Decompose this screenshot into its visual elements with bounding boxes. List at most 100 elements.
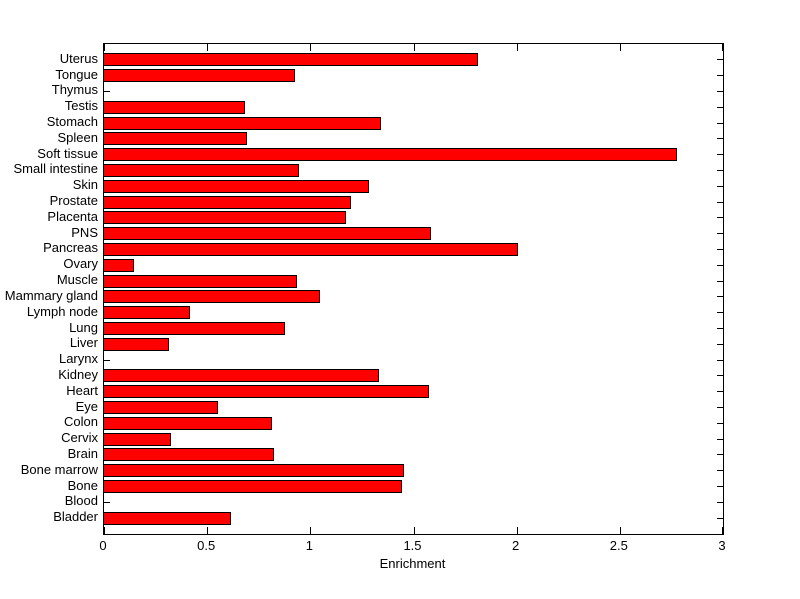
bar-skin — [104, 179, 369, 193]
y-tick-label: Colon — [64, 414, 98, 430]
x-axis-tick-bottom — [413, 527, 415, 534]
bar-uterus — [104, 53, 478, 67]
bar-small-intestine — [104, 163, 299, 177]
y-tick-label: Bone — [67, 477, 98, 493]
y-axis-tick-right — [717, 233, 723, 235]
x-axis-tick-bottom — [310, 527, 312, 534]
x-axis-tick-top — [413, 44, 415, 51]
y-axis-tick-right — [717, 185, 723, 187]
bar-tongue — [104, 69, 295, 83]
y-tick-label: Kidney — [58, 366, 98, 382]
bar-prostate — [104, 195, 351, 209]
x-tick-label: 1 — [305, 538, 313, 553]
bar-stomach — [104, 116, 381, 130]
y-tick-label: Uterus — [59, 50, 98, 66]
x-axis-tick-top — [516, 44, 518, 51]
y-axis-tick-right — [717, 422, 723, 424]
y-axis-tick-right — [717, 90, 723, 92]
y-tick-label: Testis — [64, 98, 98, 114]
y-tick-label: Mammary gland — [4, 287, 98, 303]
y-axis-tick-right — [717, 470, 723, 472]
y-tick-label: Placenta — [47, 208, 98, 224]
y-tick-label: Ovary — [63, 256, 98, 272]
x-axis-tick-bottom — [722, 527, 723, 534]
bar-pns — [104, 227, 431, 241]
y-axis-tick-right — [717, 264, 723, 266]
x-tick-label: 0.5 — [197, 538, 216, 553]
x-axis-tick-bottom — [207, 527, 209, 534]
y-axis-tick-right — [717, 122, 723, 124]
x-axis-title: Enrichment — [379, 556, 446, 571]
y-axis-tick-right — [717, 138, 723, 140]
x-tick-label: 1.5 — [403, 538, 422, 553]
y-tick-label: Heart — [66, 382, 98, 398]
y-axis-tick-right — [717, 75, 723, 77]
y-axis-tick-right — [717, 517, 723, 519]
y-tick-label: Spleen — [57, 129, 98, 145]
y-axis-tick-right — [717, 454, 723, 456]
y-tick-label: Lung — [69, 319, 98, 335]
bar-bone — [104, 480, 402, 494]
y-tick-label: Liver — [69, 335, 98, 351]
x-axis-tick-top — [104, 44, 105, 51]
y-tick-label: Muscle — [56, 272, 98, 288]
bar-colon — [104, 416, 272, 430]
x-tick-label: 3 — [718, 538, 726, 553]
y-axis-tick-right — [717, 106, 723, 108]
y-axis-tick-right — [717, 343, 723, 345]
x-axis-tick-bottom — [104, 527, 105, 534]
y-axis-tick-right — [717, 312, 723, 314]
bar-soft-tissue — [104, 148, 677, 162]
bar-placenta — [104, 211, 346, 225]
bar-cervix — [104, 432, 171, 446]
x-axis-tick-bottom — [516, 527, 518, 534]
y-tick-label: Larynx — [58, 351, 98, 367]
y-tick-label: Lymph node — [26, 303, 98, 319]
bar-testis — [104, 100, 245, 114]
x-tick-label: 0 — [99, 538, 107, 553]
y-axis-tick-right — [717, 201, 723, 203]
y-axis-tick-right — [717, 296, 723, 298]
bar-bone-marrow — [104, 464, 404, 478]
y-axis-tick-right — [717, 486, 723, 488]
y-axis-tick-right — [717, 59, 723, 61]
bar-muscle — [104, 274, 297, 288]
y-tick-label: Bladder — [53, 509, 98, 525]
y-tick-label: Prostate — [49, 193, 98, 209]
y-axis-tick-left — [104, 90, 110, 92]
bar-kidney — [104, 369, 379, 383]
y-tick-label: Thymus — [51, 82, 98, 98]
y-tick-label: Stomach — [46, 114, 98, 130]
y-axis-tick-right — [717, 280, 723, 282]
y-axis-tick-right — [717, 438, 723, 440]
bar-lymph-node — [104, 306, 190, 320]
y-axis-tick-right — [717, 169, 723, 171]
y-axis-tick-right — [717, 359, 723, 361]
y-tick-label: Small intestine — [13, 161, 98, 177]
bar-spleen — [104, 132, 247, 146]
x-axis-tick-bottom — [619, 527, 621, 534]
y-tick-label: Bone marrow — [20, 461, 98, 477]
bar-mammary-gland — [104, 290, 320, 304]
y-tick-label: Eye — [75, 398, 98, 414]
x-axis-tick-top — [207, 44, 209, 51]
y-axis-tick-right — [717, 154, 723, 156]
y-axis-tick-right — [717, 217, 723, 219]
y-axis-tick-right — [717, 248, 723, 250]
y-tick-label: Tongue — [55, 66, 98, 82]
bar-brain — [104, 448, 274, 462]
y-axis-tick-right — [717, 501, 723, 503]
y-axis-tick-right — [717, 391, 723, 393]
y-tick-label: PNS — [71, 224, 98, 240]
y-tick-label: Skin — [72, 177, 98, 193]
x-axis-tick-top — [722, 44, 723, 51]
y-tick-label: Pancreas — [43, 240, 98, 256]
x-tick-label: 2.5 — [609, 538, 628, 553]
y-tick-label: Soft tissue — [37, 145, 98, 161]
bar-bladder — [104, 511, 231, 525]
bar-eye — [104, 401, 218, 415]
x-tick-label: 2 — [512, 538, 520, 553]
y-tick-label: Blood — [64, 493, 98, 509]
y-axis-tick-right — [717, 407, 723, 409]
